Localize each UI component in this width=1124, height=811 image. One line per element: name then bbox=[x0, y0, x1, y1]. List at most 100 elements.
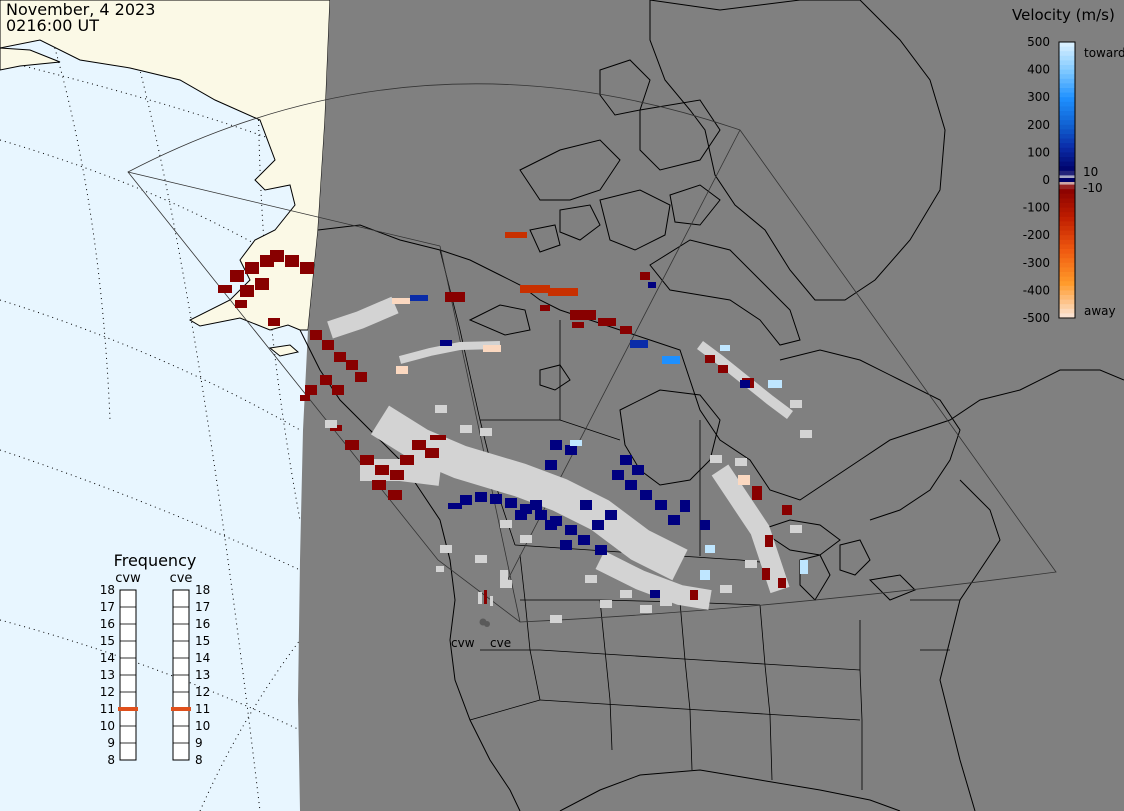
velocity-cell bbox=[375, 465, 389, 475]
velocity-cell bbox=[346, 360, 358, 370]
velocity-cell bbox=[550, 440, 562, 450]
velocity-cell bbox=[620, 590, 632, 598]
frequency-tick-label: 11 bbox=[195, 702, 210, 716]
colorbar-swatches bbox=[1058, 41, 1076, 319]
colorbar-swatch bbox=[1059, 239, 1075, 245]
cvw-site-label: cvw bbox=[451, 636, 475, 650]
radar-sites: cvw cve bbox=[451, 618, 511, 650]
velocity-cell bbox=[632, 465, 644, 475]
velocity-cell bbox=[572, 322, 584, 328]
frequency-tick-label: 12 bbox=[100, 685, 115, 699]
velocity-cell bbox=[305, 385, 317, 395]
colorbar-swatch bbox=[1059, 92, 1075, 98]
frequency-marker bbox=[118, 707, 138, 711]
velocity-cell bbox=[240, 285, 254, 297]
frequency-radar-cvw: cvw bbox=[115, 571, 141, 586]
frequency-tick-label: 14 bbox=[100, 651, 115, 665]
colorbar-swatch bbox=[1059, 170, 1075, 176]
colorbar-tick-label: -10 bbox=[1083, 181, 1103, 195]
frequency-tick-label: 8 bbox=[195, 753, 203, 767]
colorbar-title: Velocity (m/s) bbox=[1012, 6, 1115, 24]
velocity-cell bbox=[778, 578, 786, 588]
ground-scatter-band bbox=[327, 296, 399, 339]
velocity-cell bbox=[630, 340, 648, 348]
sunlit-land-alaska bbox=[0, 0, 331, 331]
velocity-cell bbox=[620, 326, 632, 334]
velocity-cell bbox=[650, 590, 660, 598]
colorbar-swatch bbox=[1059, 42, 1075, 48]
colorbar-tick-label: -500 bbox=[1023, 311, 1050, 325]
velocity-cell bbox=[268, 318, 280, 326]
velocity-cell bbox=[412, 440, 426, 450]
velocity-cell bbox=[520, 504, 532, 514]
velocity-cell bbox=[500, 520, 512, 528]
frequency-tick-label: 12 bbox=[195, 685, 210, 699]
velocity-cell bbox=[388, 490, 402, 500]
velocity-cell bbox=[565, 445, 577, 455]
velocity-cell bbox=[790, 400, 802, 408]
frequency-bar-cve: 18 17 16 15 14 13 12 11 10 9 8 bbox=[171, 583, 210, 767]
colorbar-swatch bbox=[1059, 295, 1075, 301]
velocity-cell bbox=[600, 600, 612, 608]
colorbar-swatch bbox=[1059, 74, 1075, 80]
velocity-cell bbox=[355, 372, 367, 382]
colorbar-away-label: away bbox=[1084, 304, 1116, 318]
velocity-cell bbox=[505, 498, 517, 508]
colorbar-tick-label: 300 bbox=[1027, 90, 1050, 104]
velocity-cell bbox=[718, 365, 728, 373]
velocity-cell bbox=[735, 458, 747, 466]
velocity-cell bbox=[448, 503, 462, 509]
frequency-bar-cvw: 18 17 16 15 14 13 12 11 10 9 8 bbox=[100, 583, 138, 767]
colorbar-frame bbox=[1058, 41, 1076, 319]
frequency-tick-label: 8 bbox=[107, 753, 115, 767]
colorbar-swatch bbox=[1059, 106, 1075, 112]
colorbar-swatch bbox=[1059, 60, 1075, 66]
frequency-tick-label: 18 bbox=[195, 583, 210, 597]
velocity-cell bbox=[310, 330, 322, 340]
velocity-cell bbox=[705, 355, 715, 363]
colorbar-swatch bbox=[1059, 51, 1075, 57]
velocity-cell bbox=[595, 545, 607, 555]
frequency-tick-label: 10 bbox=[195, 719, 210, 733]
velocity-cell bbox=[436, 566, 444, 572]
velocity-cell bbox=[700, 520, 710, 530]
velocity-cell bbox=[668, 515, 680, 525]
colorbar-tick-label: 10 bbox=[1083, 165, 1098, 179]
colorbar-swatch bbox=[1059, 120, 1075, 126]
velocity-cell bbox=[490, 596, 493, 606]
velocity-cell bbox=[560, 540, 572, 550]
colorbar-swatch bbox=[1059, 308, 1075, 314]
velocity-cell bbox=[500, 580, 512, 588]
frequency-title: Frequency bbox=[114, 551, 197, 570]
frequency-tick-label: 17 bbox=[100, 600, 115, 614]
velocity-cell bbox=[640, 605, 652, 613]
velocity-cell bbox=[430, 435, 446, 440]
velocity-cell bbox=[285, 255, 299, 267]
velocity-cell bbox=[300, 395, 310, 401]
velocity-cell bbox=[440, 545, 452, 553]
velocity-cell bbox=[360, 455, 374, 465]
colorbar-tick-label: 400 bbox=[1027, 63, 1050, 77]
colorbar-swatch bbox=[1059, 313, 1075, 319]
frequency-tick-label: 15 bbox=[195, 634, 210, 648]
velocity-cell bbox=[535, 510, 547, 520]
velocity-cell bbox=[392, 298, 410, 304]
velocity-cell bbox=[782, 505, 792, 515]
velocity-cell bbox=[640, 272, 650, 280]
velocity-cell bbox=[710, 455, 722, 463]
velocity-cell bbox=[400, 455, 414, 465]
colorbar-swatch bbox=[1059, 161, 1075, 167]
colorbar-swatch bbox=[1059, 203, 1075, 209]
velocity-cell bbox=[625, 480, 637, 490]
colorbar-swatch bbox=[1059, 230, 1075, 236]
colorbar-tick-label: -200 bbox=[1023, 228, 1050, 242]
velocity-cell bbox=[505, 232, 527, 238]
velocity-cell bbox=[545, 460, 557, 470]
ground-scatter-band bbox=[711, 464, 790, 594]
velocity-cell bbox=[520, 535, 532, 543]
frequency-marker bbox=[171, 707, 191, 711]
velocity-cell bbox=[648, 282, 656, 288]
colorbar-swatch bbox=[1059, 276, 1075, 282]
velocity-cell bbox=[720, 585, 732, 593]
velocity-cell bbox=[720, 345, 730, 351]
